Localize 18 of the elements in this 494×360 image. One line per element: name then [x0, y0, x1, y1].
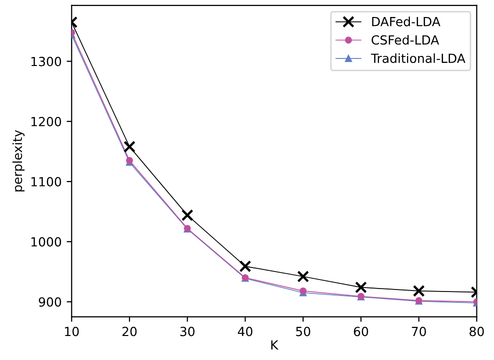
- x-tick-label: 70: [412, 326, 426, 336]
- legend-label: CSFed-LDA: [372, 35, 440, 45]
- x-tick-label: 60: [354, 326, 368, 336]
- x-tick-label: 10: [65, 326, 79, 336]
- x-tick-label: 50: [296, 326, 310, 336]
- y-axis-title: perplexity: [12, 130, 25, 192]
- legend-label: DAFed-LDA: [372, 16, 440, 26]
- y-tick-label: 1100: [31, 177, 62, 186]
- x-tick-label: 20: [122, 326, 137, 336]
- y-tick-label: 1300: [31, 56, 62, 66]
- x-tick-label: 30: [180, 326, 194, 336]
- y-tick-label: 900: [38, 297, 62, 307]
- y-tick-label: 1000: [31, 237, 62, 247]
- legend-label: Traditional-LDA: [370, 53, 466, 64]
- x-tick-label: 80: [470, 326, 484, 336]
- x-axis-title: K: [271, 340, 279, 350]
- x-tick-label: 40: [238, 326, 252, 336]
- y-tick-label: 1200: [31, 116, 62, 126]
